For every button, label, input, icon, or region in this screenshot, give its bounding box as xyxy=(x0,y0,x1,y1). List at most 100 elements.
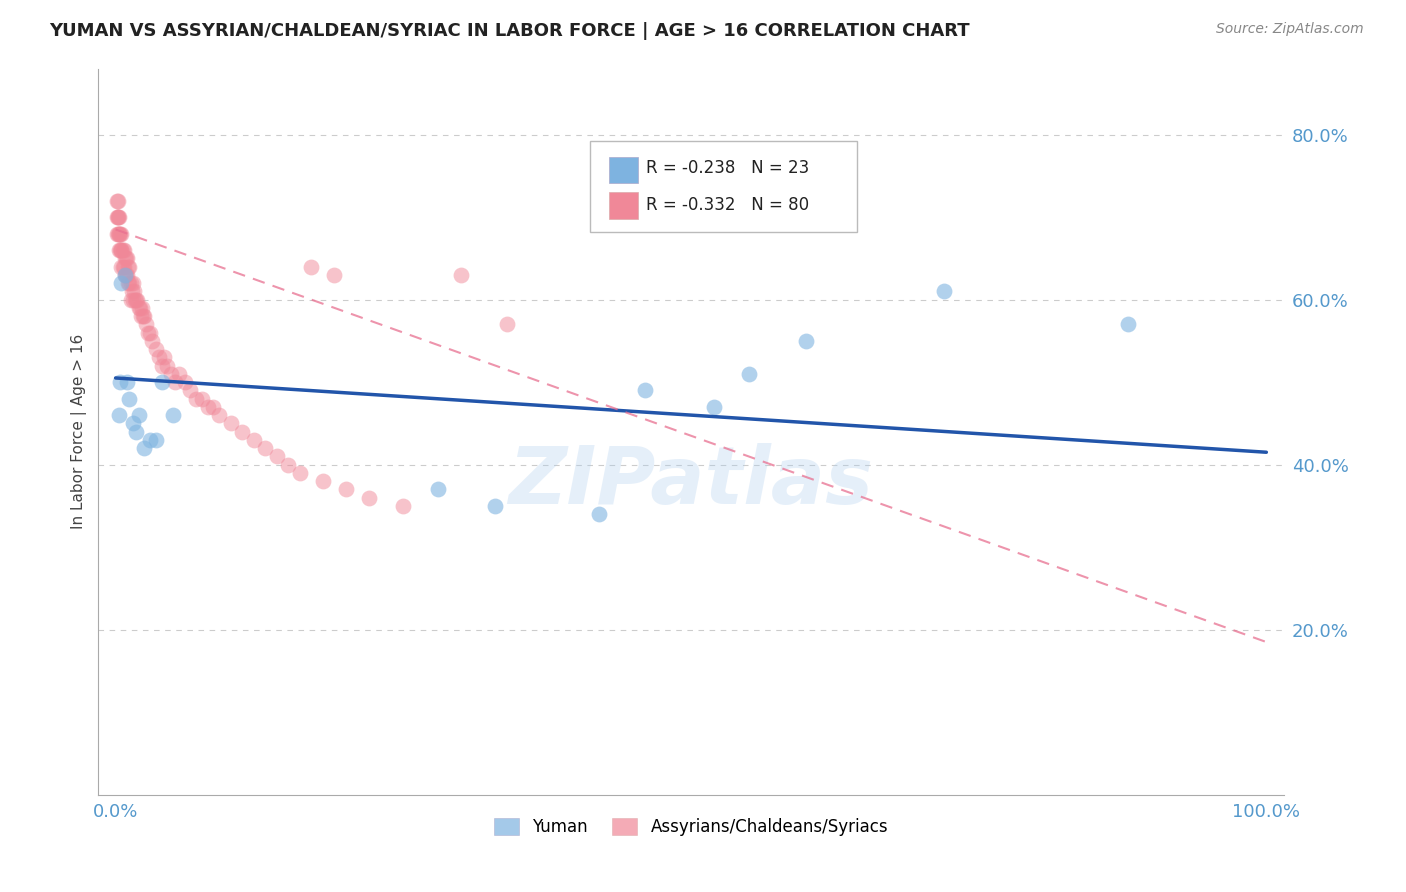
Point xyxy=(131,301,153,315)
Point xyxy=(110,227,132,241)
Point xyxy=(110,227,132,241)
Point xyxy=(114,268,136,282)
Point xyxy=(120,293,142,307)
Point xyxy=(121,285,143,299)
Point xyxy=(110,276,132,290)
Point xyxy=(108,227,131,241)
Point xyxy=(219,417,242,431)
Point xyxy=(108,227,131,241)
Point xyxy=(165,375,187,389)
Point xyxy=(150,375,173,389)
Point xyxy=(115,252,138,266)
Point xyxy=(1116,318,1139,332)
Point xyxy=(105,210,128,224)
Point xyxy=(136,326,159,340)
Point xyxy=(118,392,141,406)
Point xyxy=(122,285,145,299)
Point xyxy=(125,293,148,307)
Point xyxy=(134,441,156,455)
Point xyxy=(110,243,132,257)
Point xyxy=(107,194,129,208)
Point xyxy=(357,491,380,505)
Point xyxy=(277,458,299,472)
Point xyxy=(335,483,357,497)
Text: YUMAN VS ASSYRIAN/CHALDEAN/SYRIAC IN LABOR FORCE | AGE > 16 CORRELATION CHART: YUMAN VS ASSYRIAN/CHALDEAN/SYRIAC IN LAB… xyxy=(49,22,970,40)
Point xyxy=(115,268,138,282)
FancyBboxPatch shape xyxy=(609,193,638,219)
Point xyxy=(186,392,208,406)
Point xyxy=(173,375,195,389)
Point xyxy=(139,433,162,447)
Point xyxy=(145,342,167,356)
Y-axis label: In Labor Force | Age > 16: In Labor Force | Age > 16 xyxy=(72,334,87,529)
Point xyxy=(118,260,141,274)
Point xyxy=(323,268,346,282)
Point xyxy=(299,260,322,274)
Point xyxy=(134,309,156,323)
Point xyxy=(115,252,138,266)
Point xyxy=(202,400,225,414)
Point xyxy=(110,375,132,389)
Point xyxy=(110,243,132,257)
Point xyxy=(117,276,139,290)
Point xyxy=(127,293,149,307)
Point xyxy=(111,243,134,257)
Point xyxy=(114,268,136,282)
Point xyxy=(737,367,759,381)
Point xyxy=(148,351,170,365)
Point xyxy=(160,367,183,381)
Point xyxy=(112,243,135,257)
Point xyxy=(139,326,162,340)
Point xyxy=(254,441,277,455)
Point xyxy=(122,417,145,431)
Legend: Yuman, Assyrians/Chaldeans/Syriacs: Yuman, Assyrians/Chaldeans/Syriacs xyxy=(485,810,897,845)
Point xyxy=(111,260,134,274)
Point xyxy=(105,227,128,241)
Point xyxy=(105,194,128,208)
Point xyxy=(115,268,138,282)
Point xyxy=(122,293,145,307)
Point xyxy=(191,392,214,406)
Point xyxy=(703,400,725,414)
Point xyxy=(484,499,506,513)
Point xyxy=(496,318,519,332)
Point xyxy=(266,450,288,464)
Point xyxy=(288,466,311,480)
Point xyxy=(167,367,190,381)
Point xyxy=(426,483,449,497)
Point xyxy=(118,276,141,290)
Point xyxy=(197,400,219,414)
Point xyxy=(450,268,472,282)
Point xyxy=(153,351,176,365)
Point xyxy=(128,301,150,315)
Point xyxy=(231,425,253,439)
Point xyxy=(122,276,145,290)
Point xyxy=(141,334,163,348)
Point xyxy=(156,359,179,373)
Point xyxy=(129,309,152,323)
Point xyxy=(312,474,335,488)
Point xyxy=(934,285,956,299)
FancyBboxPatch shape xyxy=(591,141,856,232)
Point xyxy=(145,433,167,447)
Point xyxy=(125,425,148,439)
Point xyxy=(179,384,201,398)
Point xyxy=(124,293,146,307)
Point xyxy=(150,359,173,373)
Point xyxy=(112,260,135,274)
Point xyxy=(115,375,138,389)
Point xyxy=(108,210,131,224)
Text: R = -0.332   N = 80: R = -0.332 N = 80 xyxy=(645,196,808,214)
Point xyxy=(128,301,150,315)
Point xyxy=(135,318,157,332)
Point xyxy=(242,433,264,447)
Point xyxy=(392,499,415,513)
Point xyxy=(117,260,139,274)
Point xyxy=(132,309,155,323)
Text: R = -0.238   N = 23: R = -0.238 N = 23 xyxy=(645,159,810,178)
Point xyxy=(107,210,129,224)
Point xyxy=(794,334,817,348)
Point xyxy=(108,408,131,422)
Point xyxy=(107,210,129,224)
Point xyxy=(588,507,610,521)
